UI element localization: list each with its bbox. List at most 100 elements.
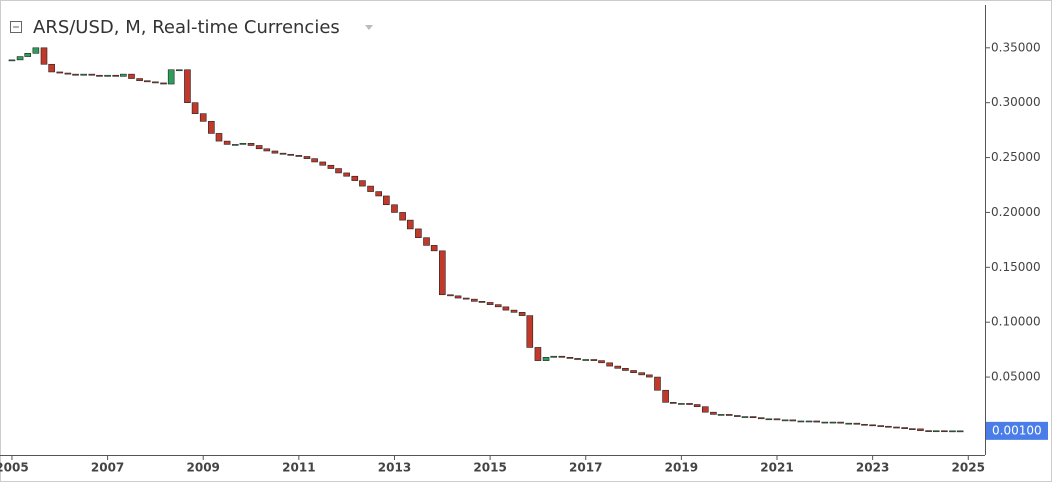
x-tick-label: 2015 [473,461,506,475]
candle [654,376,661,391]
candle [797,420,805,423]
candle [351,175,359,181]
candle [454,295,462,299]
candle [510,309,518,313]
candle [686,403,693,405]
candle [462,297,470,300]
candle [502,306,510,311]
candle [438,250,446,296]
candle [128,73,135,79]
candle [757,417,765,420]
candle [917,428,924,431]
candle [590,359,598,361]
candle [781,419,789,422]
candle [208,121,215,134]
candle [287,153,295,156]
dropdown-arrow[interactable] [365,25,373,30]
chart-title: ARS/USD, M, Real-time Currencies [33,17,340,38]
x-tick-label: 2007 [91,461,124,475]
candle [909,428,916,430]
candle [805,420,813,423]
candle [534,347,542,361]
x-tick-label: 2023 [856,461,889,475]
candle [598,360,605,364]
candle [311,158,318,163]
candle [821,421,829,424]
candle [104,74,111,77]
candle [574,358,581,360]
last-price-box [986,421,1048,440]
candle [932,430,940,433]
candle [423,237,430,246]
candle [152,81,159,84]
candle [88,73,96,76]
candle [143,80,151,83]
y-tick-label: 0.35000 [991,40,1041,54]
candle [191,102,199,114]
y-tick-label: 0.10000 [991,315,1041,329]
candle [271,150,279,154]
candle [956,430,964,433]
candle [478,301,486,303]
y-tick-label: 0.20000 [991,205,1041,219]
candle [64,72,72,75]
x-tick-label: 2009 [187,461,220,475]
x-tick-label: 2021 [760,461,793,475]
candle [199,113,207,122]
candle [949,430,956,433]
candle [885,425,892,428]
y-tick-label: 0.25000 [991,150,1041,164]
candle [622,367,629,371]
candle [335,168,342,174]
candle [160,82,167,85]
candle [813,420,820,423]
candle [901,427,908,429]
candle [399,212,406,221]
candle [861,423,868,426]
candle [486,302,494,305]
candle [383,195,390,206]
candle [319,161,327,166]
x-tick-label: 2013 [378,461,411,475]
candle [925,430,932,432]
candle [614,365,622,369]
candle [72,73,79,76]
x-tick-label: 2011 [282,461,315,475]
candle [701,406,709,413]
y-tick-label: 0.15000 [991,260,1041,274]
candle [550,355,558,358]
candle [80,73,87,76]
x-tick-label: 2019 [665,461,698,475]
candle [853,422,861,425]
candle [789,419,797,422]
candle [112,74,120,77]
candle [136,78,143,82]
candle [16,56,24,61]
x-tick-label: 2005 [0,461,29,475]
candle [24,52,32,57]
candle [606,362,613,367]
candle [447,294,454,297]
x-tick-label: 2025 [952,461,985,475]
candle [494,304,502,308]
candle [773,418,781,421]
candle [518,312,526,316]
candle [869,424,876,427]
y-tick-label: 0.30000 [991,95,1041,109]
candle [415,228,422,238]
candle [8,59,16,62]
candle [734,415,741,417]
candle [375,191,382,197]
candle [646,374,653,378]
candle [837,421,844,424]
candle [247,142,255,146]
candle [184,69,191,103]
x-tick-label: 2017 [569,461,602,475]
candle [765,418,773,421]
candle [741,416,749,418]
candle [56,71,64,74]
candle [239,142,247,145]
candle [367,185,374,192]
candle [717,414,725,416]
